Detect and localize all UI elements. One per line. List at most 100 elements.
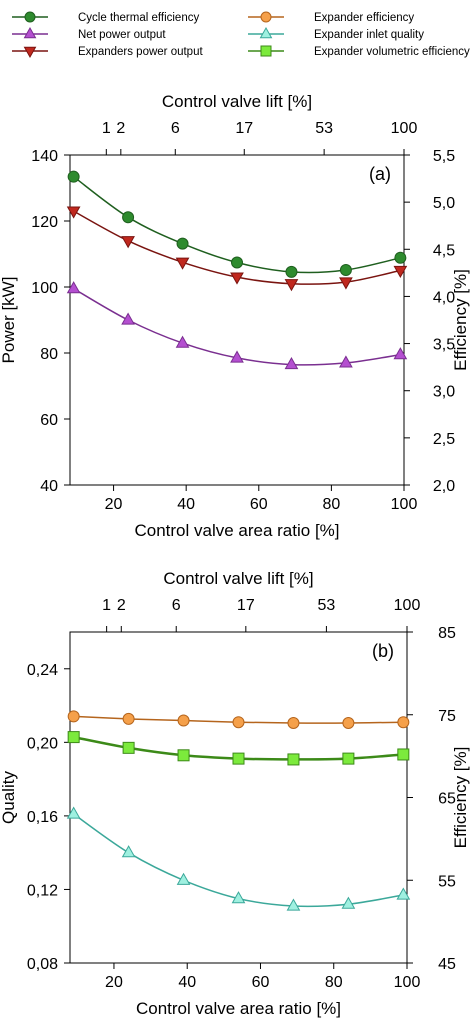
right-tick-label: 55 [438, 873, 456, 890]
legend-label: Expander inlet quality [314, 29, 424, 41]
top-tick-label: 17 [237, 597, 255, 614]
top-tick-label: 53 [318, 597, 336, 614]
data-point [67, 170, 80, 183]
left-tick-label: 0,16 [27, 809, 58, 826]
data-point [232, 716, 245, 729]
data-point [177, 714, 190, 727]
left-tick-label: 100 [31, 280, 58, 297]
right-tick-label: 4,0 [433, 289, 455, 306]
legend-item-cycle-thermal-efficiency: Cycle thermal efficiency [12, 11, 199, 24]
data-point [339, 277, 353, 290]
series-cycle-thermal-efficiency [67, 170, 407, 278]
data-point [342, 717, 355, 730]
right-tick-label: 3,5 [433, 337, 455, 354]
x-tick-label: 100 [391, 496, 418, 513]
left-tick-label: 60 [40, 412, 58, 429]
data-point [232, 752, 245, 765]
top-axis-title: Control valve lift [%] [163, 569, 313, 588]
panel-b-chart: 20 40 60 80 100 Control valve area ratio [%] 1… [0, 569, 470, 1018]
legend-marker [259, 26, 273, 39]
data-point [285, 265, 298, 278]
data-point [121, 312, 135, 325]
top-axis-title: Control valve lift [%] [162, 92, 312, 111]
legend-item-expander-efficiency: Expander efficiency [248, 11, 414, 24]
data-point [66, 281, 81, 294]
legend-label: Cycle thermal efficiency [78, 12, 199, 24]
top-tick-label: 1 [102, 120, 111, 137]
top-tick-label: 6 [172, 597, 181, 614]
x-tick-label: 20 [105, 496, 123, 513]
data-point [339, 264, 352, 277]
right-tick-label: 45 [438, 956, 456, 973]
data-point [67, 731, 80, 744]
left-tick-label: 140 [31, 148, 58, 165]
series-expander-efficiency [67, 710, 410, 730]
data-point [286, 898, 301, 911]
right-axis-title: Efficiency [%] [451, 269, 470, 371]
data-point [397, 716, 410, 729]
x-tick-label: 20 [105, 974, 123, 991]
data-point [230, 350, 244, 363]
x-axis-title: Control valve area ratio [%] [136, 999, 341, 1018]
data-point [342, 752, 355, 765]
legend: Cycle thermal efficiency Expander efficie… [12, 11, 470, 59]
data-point [122, 712, 135, 725]
left-axis-title: Quality [0, 771, 18, 824]
left-tick-label: 0,24 [27, 662, 58, 679]
data-point [177, 749, 190, 762]
x-axis-title: Control valve area ratio [%] [134, 521, 339, 540]
x-tick-label: 40 [177, 496, 195, 513]
legend-item-expander-volumetric-efficiency: Expander volumetric efficiency [248, 45, 470, 58]
legend-label: Expanders power output [78, 46, 203, 58]
data-point [341, 896, 356, 909]
x-tick-label: 60 [252, 974, 270, 991]
legend-marker [260, 45, 272, 57]
data-point [231, 256, 243, 269]
right-tick-label: 2,5 [433, 431, 455, 448]
data-point [122, 741, 135, 754]
right-tick-label: 4,5 [433, 242, 455, 259]
right-tick-label: 3,0 [433, 384, 455, 401]
legend-item-expanders-power-output: Expanders power output [12, 46, 203, 59]
series-expander-volumetric-efficiency [67, 731, 410, 766]
top-tick-label: 53 [315, 120, 333, 137]
panel-a-chart: 20 40 60 80 100 Control valve area ratio [%] 1… [0, 92, 470, 540]
data-point [393, 265, 408, 279]
legend-marker [24, 11, 36, 23]
right-tick-label: 75 [438, 708, 456, 725]
top-tick-label: 6 [171, 120, 180, 137]
x-tick-label: 40 [178, 974, 196, 991]
panel-label: (b) [372, 641, 394, 661]
data-point [287, 717, 300, 730]
x-tick-label: 60 [250, 496, 268, 513]
series-expander-inlet-quality [66, 806, 411, 911]
series-expanders-power-output [66, 206, 408, 292]
x-tick-label: 100 [394, 974, 421, 991]
data-point [176, 872, 191, 885]
legend-label: Expander efficiency [314, 12, 414, 24]
left-axis-title: Power [kW] [0, 277, 18, 364]
left-tick-label: 120 [31, 214, 58, 231]
legend-item-net-power-output: Net power output [12, 26, 166, 41]
data-point [339, 355, 353, 368]
legend-item-expander-inlet-quality: Expander inlet quality [248, 26, 424, 41]
left-tick-label: 80 [40, 346, 58, 363]
x-tick-label: 80 [325, 974, 343, 991]
panel-label: (a) [369, 164, 391, 184]
data-point [397, 748, 410, 761]
right-tick-label: 65 [438, 791, 456, 808]
data-point [176, 237, 189, 250]
data-point [66, 206, 81, 219]
top-tick-label: 1 [102, 597, 111, 614]
data-point [393, 347, 408, 360]
data-point [396, 887, 411, 900]
x-tick-label: 80 [322, 496, 340, 513]
left-tick-label: 0,20 [27, 735, 58, 752]
legend-marker [23, 26, 37, 39]
right-tick-label: 5,5 [433, 148, 455, 165]
plot-frame [69, 631, 408, 964]
legend-marker [23, 46, 37, 59]
left-tick-label: 0,12 [27, 882, 58, 899]
data-point [284, 357, 299, 370]
data-point [394, 251, 407, 264]
